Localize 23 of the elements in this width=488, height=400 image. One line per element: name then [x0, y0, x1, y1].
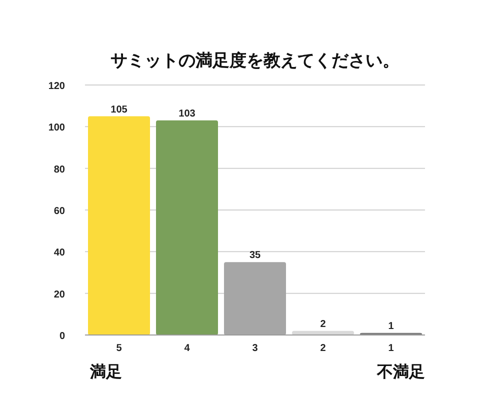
bar — [224, 262, 286, 335]
y-tick-label: 80 — [54, 164, 66, 176]
data-label: 1 — [388, 320, 394, 332]
x-tick-label: 1 — [388, 343, 394, 354]
bar — [156, 120, 218, 335]
y-tick-label: 60 — [54, 206, 66, 217]
chart-title: サミットの満足度を教えてください。 — [110, 51, 400, 70]
y-tick-label: 0 — [59, 331, 66, 342]
data-label: 2 — [320, 318, 326, 330]
text: 満足 — [89, 363, 122, 381]
x-tick-label: 2 — [320, 343, 326, 354]
data-label: 103 — [178, 108, 196, 120]
y-tick-label: 20 — [54, 289, 66, 300]
y-tick-label: 40 — [54, 248, 66, 259]
y-tick-label: 120 — [48, 81, 66, 92]
data-label: 35 — [249, 250, 261, 262]
x-tick-label: 4 — [184, 343, 190, 354]
bar — [88, 116, 150, 335]
text: 不満足 — [376, 363, 425, 381]
x-tick-label: 3 — [252, 343, 258, 354]
x-tick-label: 5 — [116, 343, 122, 354]
y-tick-label: 100 — [48, 122, 66, 134]
data-label: 105 — [110, 104, 128, 116]
